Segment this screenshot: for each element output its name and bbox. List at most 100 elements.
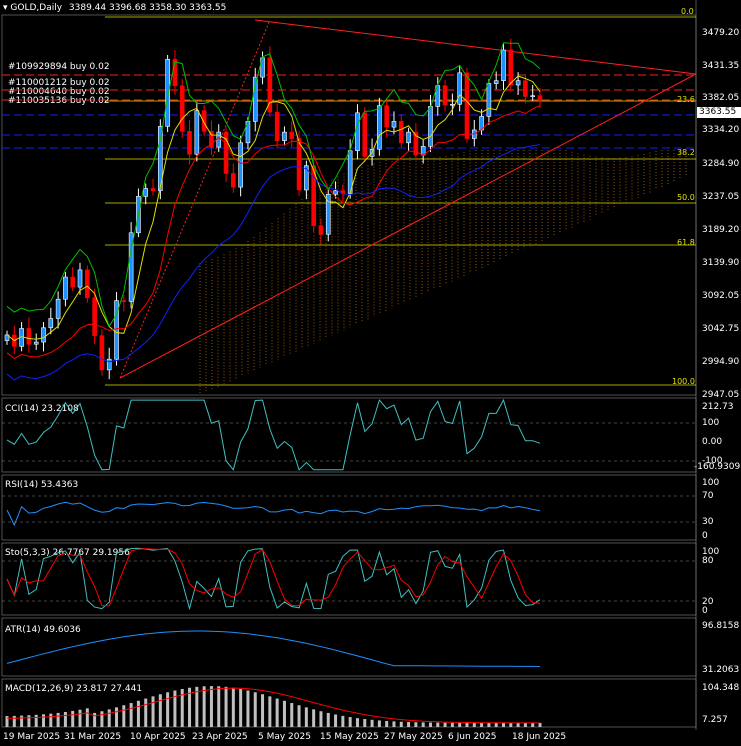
- macd-bar-32: [239, 688, 243, 727]
- macd-bar-36: [268, 696, 272, 727]
- stoch-tick-3: 20: [702, 597, 714, 607]
- macd-bar-19: [144, 698, 148, 727]
- candle-body-36: [267, 57, 273, 113]
- price-tick-4: 3334.20: [702, 125, 740, 135]
- rsi-tick-1: 100: [702, 478, 720, 488]
- cci-tick-4: -100: [702, 456, 723, 466]
- candle-body-30: [223, 131, 229, 174]
- macd-bar-64: [472, 722, 476, 727]
- stoch-tick-1: 100: [702, 547, 720, 557]
- candle-body-54: [398, 121, 404, 144]
- macd-bar-6: [49, 713, 53, 727]
- price-tick-10: 3042.75: [702, 324, 740, 334]
- ma-blue-line: [6, 144, 541, 381]
- atr-tick-2: 31.2063: [702, 665, 740, 675]
- macd-bar-63: [465, 722, 469, 727]
- macd-bar-22: [166, 692, 170, 727]
- candle-body-63: [464, 72, 470, 139]
- ma-red-line: [6, 105, 541, 360]
- candle-body-4: [33, 341, 39, 345]
- panel-frame-2: [1, 474, 697, 541]
- candle-body-38: [282, 131, 287, 141]
- macd-bar-42: [312, 709, 316, 727]
- macd-bar-1: [12, 715, 16, 727]
- candle-body-31: [231, 173, 236, 188]
- macd-bar-43: [319, 711, 323, 727]
- macd-bar-68: [501, 722, 505, 727]
- trendline-resistance: [254, 19, 697, 75]
- candle-body-17: [128, 232, 134, 302]
- macd-bar-44: [326, 712, 330, 727]
- macd-bar-38: [282, 700, 286, 727]
- macd-bar-54: [399, 721, 403, 727]
- macd-bar-65: [480, 722, 484, 727]
- macd-bar-26: [195, 686, 199, 727]
- candle-body-51: [377, 105, 382, 150]
- trendline-support: [119, 73, 697, 379]
- macd-bar-61: [450, 722, 454, 727]
- candle-body-56: [413, 131, 419, 156]
- macd-bar-0: [5, 716, 9, 727]
- macd-bar-24: [180, 688, 184, 727]
- candle-body-72: [530, 95, 535, 97]
- price-tick-11: 2994.90: [702, 357, 740, 367]
- rsi-tick-3: 30: [702, 517, 714, 527]
- macd-bar-8: [63, 711, 67, 727]
- order-label-3[interactable]: #110004640 buy 0.02: [8, 87, 110, 97]
- atr-title: ATR(14) 49.6036: [5, 625, 81, 635]
- order-label-2[interactable]: #110001212 buy 0.02: [8, 78, 110, 88]
- atr-tick-1: 96.8158: [702, 621, 740, 631]
- stoch-main-line: [6, 547, 541, 611]
- macd-bar-69: [509, 722, 513, 727]
- macd-bar-12: [93, 712, 97, 727]
- order-label-1[interactable]: #109929894 buy 0.02: [8, 62, 110, 72]
- candle-body-24: [179, 85, 185, 132]
- macd-tick-2: 7.257: [702, 715, 728, 725]
- panel-frame-3: [1, 542, 697, 616]
- stoch-signal-line: [6, 548, 541, 607]
- candle-body-41: [304, 165, 309, 191]
- candle-body-49: [362, 112, 368, 157]
- stoch-tick-2: 80: [702, 556, 714, 566]
- candle-body-70: [515, 80, 521, 86]
- chevron-down-icon[interactable]: ▾: [3, 3, 8, 13]
- rsi-line: [6, 501, 541, 527]
- macd-bar-52: [385, 720, 389, 727]
- price-tick-8: 3139.90: [702, 258, 740, 268]
- price-tick-12: 2947.05: [702, 390, 740, 400]
- candle-body-43: [318, 225, 324, 235]
- macd-bar-60: [443, 722, 447, 727]
- candle-body-48: [355, 112, 360, 151]
- date-tick-6: 15 May 2025: [320, 732, 379, 742]
- date-tick-1: 19 Mar 2025: [3, 732, 61, 742]
- stoch-tick-4: 0: [702, 606, 708, 616]
- order-label-4[interactable]: #110035136 buy 0.02: [8, 96, 110, 106]
- macd-bar-13: [100, 711, 104, 727]
- macd-bar-48: [355, 718, 359, 727]
- candle-body-45: [333, 190, 338, 195]
- candle-body-71: [523, 80, 528, 97]
- candle-body-66: [486, 83, 492, 117]
- atr-line: [6, 630, 541, 667]
- date-tick-4: 23 Apr 2025: [192, 732, 248, 742]
- candle-body-21: [158, 126, 163, 191]
- candle-body-55: [406, 131, 411, 144]
- macd-bar-66: [487, 722, 491, 727]
- ohlc-readout: 3389.44 3396.68 3358.30 3363.55: [68, 3, 227, 13]
- date-tick-9: 18 Jun 2025: [512, 732, 567, 742]
- macd-bar-40: [297, 705, 301, 727]
- macd-bar-10: [78, 709, 82, 727]
- candle-body-10: [77, 269, 83, 288]
- macd-bar-62: [458, 722, 462, 727]
- candle-body-11: [85, 269, 90, 299]
- candle-body-12: [92, 297, 97, 336]
- candle-body-67: [493, 80, 499, 84]
- cci-tick-5: -160.9309: [694, 462, 741, 472]
- candle-body-32: [238, 142, 243, 188]
- macd-bar-23: [173, 690, 177, 727]
- macd-bar-30: [224, 686, 228, 727]
- macd-bar-51: [377, 720, 381, 727]
- candle-body-16: [121, 300, 127, 302]
- macd-bar-41: [304, 707, 308, 727]
